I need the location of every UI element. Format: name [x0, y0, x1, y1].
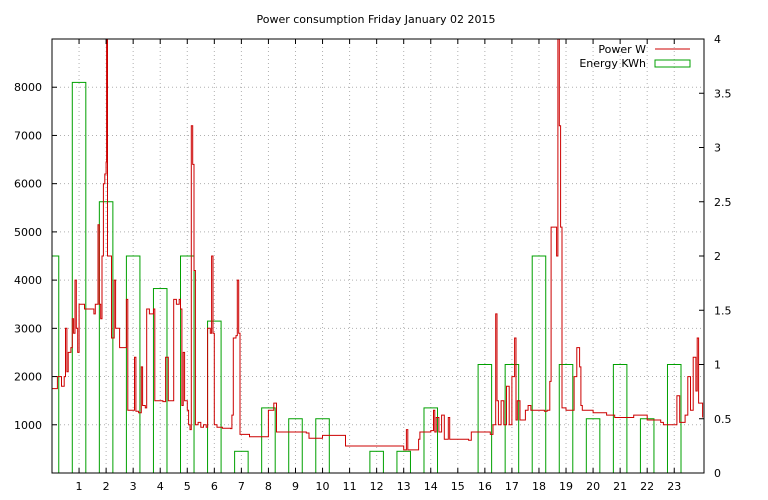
energy-bar — [71, 81, 87, 474]
energy-bar — [288, 418, 303, 474]
y-tick-label: 8000 — [14, 81, 42, 94]
x-tick-label: 7 — [238, 480, 245, 493]
x-tick-label: 10 — [316, 480, 330, 493]
x-tick-label: 20 — [586, 480, 600, 493]
axes: 1 2 3 4 5 6 7 8 9 10 11 12 13 14 15 16 17 18 19 20 21 22 23100… — [14, 33, 732, 493]
x-tick-label: 2 — [103, 480, 110, 493]
legend-energy-swatch — [654, 59, 691, 68]
y2-tick-label: 1 — [714, 359, 721, 372]
y-tick-label: 1000 — [14, 419, 42, 432]
power-line-layer — [52, 38, 704, 451]
energy-bar — [477, 364, 493, 474]
energy-bar — [585, 418, 601, 474]
energy-bars — [51, 81, 682, 474]
x-tick-label: 15 — [451, 480, 465, 493]
grid-lines — [52, 39, 704, 473]
energy-bar — [612, 364, 628, 474]
x-tick-label: 13 — [397, 480, 411, 493]
x-tick-label: 12 — [370, 480, 384, 493]
y2-tick-label: 0 — [714, 467, 721, 480]
x-tick-label: 14 — [424, 480, 438, 493]
y-tick-label: 5000 — [14, 226, 42, 239]
x-tick-label: 19 — [559, 480, 573, 493]
energy-bar — [98, 201, 114, 474]
energy-bar — [180, 255, 195, 474]
legend: Power W Energy KWh — [579, 43, 691, 70]
x-tick-label: 3 — [130, 480, 137, 493]
energy-bar — [558, 364, 574, 474]
energy-bar — [531, 255, 547, 474]
y-tick-label: 6000 — [14, 178, 42, 191]
legend-power-label: Power W — [598, 43, 646, 56]
chart-title: Power consumption Friday January 02 2015 — [257, 13, 496, 26]
x-tick-label: 23 — [667, 480, 681, 493]
y-tick-label: 2000 — [14, 371, 42, 384]
x-tick-label: 8 — [265, 480, 272, 493]
x-tick-label: 16 — [478, 480, 492, 493]
y-tick-label: 3000 — [14, 322, 42, 335]
energy-bar — [51, 255, 60, 474]
energy-bar — [125, 255, 141, 474]
x-tick-label: 17 — [505, 480, 519, 493]
x-tick-label: 22 — [640, 480, 654, 493]
y-tick-label: 4000 — [14, 274, 42, 287]
y2-tick-label: 2 — [714, 250, 721, 263]
energy-bar — [639, 418, 655, 474]
x-tick-label: 6 — [211, 480, 218, 493]
x-tick-label: 1 — [76, 480, 83, 493]
x-tick-label: 18 — [532, 480, 546, 493]
x-tick-label: 5 — [184, 480, 191, 493]
x-tick-label: 9 — [292, 480, 299, 493]
energy-bar — [152, 288, 168, 474]
y2-tick-label: 1.5 — [714, 304, 732, 317]
y2-tick-label: 2.5 — [714, 196, 732, 209]
energy-bar — [315, 418, 330, 474]
y2-tick-label: 3.5 — [714, 87, 732, 100]
energy-bar — [666, 364, 682, 474]
y2-tick-label: 3 — [714, 142, 721, 155]
plot-frame — [51, 38, 705, 474]
y2-tick-label: 4 — [714, 33, 721, 46]
y-tick-label: 7000 — [14, 129, 42, 142]
legend-energy-label: Energy KWh — [579, 57, 646, 70]
power-line — [52, 38, 704, 451]
y2-tick-label: 0.5 — [714, 413, 732, 426]
x-tick-label: 21 — [613, 480, 627, 493]
x-tick-label: 11 — [343, 480, 357, 493]
x-tick-label: 4 — [157, 480, 164, 493]
